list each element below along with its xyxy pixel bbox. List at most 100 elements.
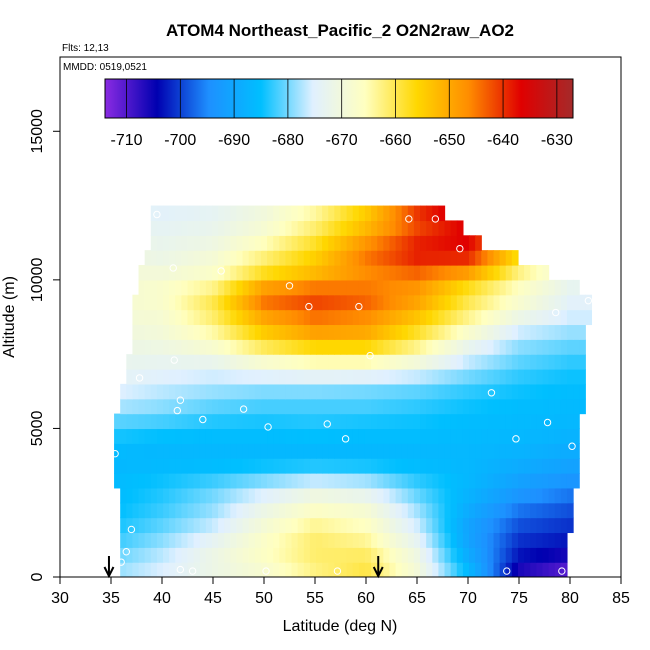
heatmap-cell	[560, 324, 568, 340]
x-tick-label: 55	[306, 590, 324, 607]
heatmap-cell	[199, 265, 207, 281]
heatmap-cell	[120, 458, 127, 474]
heatmap-cell	[150, 562, 158, 577]
heatmap-cell	[187, 265, 195, 281]
heatmap-cell	[169, 265, 176, 281]
heatmap-cell	[395, 443, 403, 459]
heatmap-cell	[456, 294, 464, 311]
heatmap-cell	[493, 443, 501, 459]
heatmap-cell	[426, 487, 433, 504]
heatmap-cell	[279, 265, 287, 281]
heatmap-cell	[303, 473, 311, 489]
heatmap-cell	[499, 250, 507, 266]
heatmap-cell	[328, 250, 335, 266]
heatmap-cell	[144, 324, 152, 340]
heatmap-cell	[242, 428, 250, 444]
heatmap-cell	[224, 428, 231, 444]
heatmap-cell	[132, 487, 140, 504]
heatmap-cell	[358, 413, 366, 430]
heatmap-cell	[383, 428, 391, 444]
heatmap-cell	[285, 339, 293, 355]
heatmap-cell	[181, 547, 189, 563]
heatmap-cell	[169, 339, 176, 355]
heatmap-cell	[199, 205, 207, 222]
heatmap-cell	[340, 413, 348, 430]
heatmap-cell	[346, 339, 354, 355]
heatmap-cell	[248, 279, 256, 296]
heatmap-cell	[548, 398, 556, 415]
heatmap-cell	[475, 369, 482, 385]
heatmap-cell	[297, 428, 305, 444]
heatmap-cell	[181, 354, 189, 370]
heatmap-cell	[413, 473, 421, 489]
heatmap-cell	[530, 354, 537, 370]
heatmap-cell	[316, 205, 323, 222]
heatmap-cell	[358, 383, 366, 400]
heatmap-cell	[309, 473, 317, 489]
heatmap-cell	[297, 324, 305, 340]
heatmap-cell	[144, 339, 152, 355]
heatmap-cell	[579, 324, 586, 340]
sample-points	[111, 210, 593, 575]
heatmap-cell	[218, 250, 225, 266]
heatmap-cell	[426, 532, 433, 548]
heatmap-cell	[254, 532, 262, 548]
heatmap-cell	[309, 517, 317, 534]
heatmap-cell	[150, 547, 158, 563]
heatmap-cell	[163, 487, 170, 504]
heatmap-cell	[499, 294, 507, 311]
heatmap-cell	[297, 413, 305, 430]
heatmap-cell	[163, 354, 170, 370]
heatmap-cell	[462, 324, 470, 340]
heatmap-cell	[279, 413, 287, 430]
heatmap-cell	[309, 383, 317, 400]
heatmap-cell	[395, 547, 403, 563]
heatmap-cell	[524, 532, 531, 548]
heatmap-cell	[346, 309, 354, 326]
heatmap-cell	[505, 473, 513, 489]
heatmap-cell	[530, 532, 537, 548]
heatmap-cell	[401, 383, 409, 400]
heatmap-cell	[548, 369, 556, 385]
heatmap-cell	[536, 428, 544, 444]
heatmap-cell	[383, 294, 391, 311]
heatmap-cell	[389, 413, 397, 430]
heatmap-cell	[193, 265, 201, 281]
heatmap-cell	[163, 547, 170, 563]
heatmap-cell	[554, 324, 562, 340]
heatmap-cell	[554, 473, 562, 489]
heatmap-cell	[285, 473, 293, 489]
heatmap-cell	[297, 309, 305, 326]
heatmap-cell	[371, 279, 378, 296]
heatmap-cell	[242, 265, 250, 281]
heatmap-cell	[175, 265, 182, 281]
heatmap-cell	[395, 235, 403, 251]
heatmap-cell	[150, 383, 158, 400]
heatmap-cell	[530, 517, 537, 534]
heatmap-cell	[511, 443, 519, 459]
heatmap-cell	[309, 205, 317, 222]
heatmap-cell	[260, 398, 268, 415]
heatmap-cell	[487, 413, 495, 430]
heatmap-cell	[377, 532, 384, 548]
heatmap-cell	[224, 279, 231, 296]
heatmap-cell	[432, 309, 440, 326]
heatmap-cell	[511, 547, 519, 563]
heatmap-cell	[426, 294, 433, 311]
heatmap-cell	[383, 369, 391, 385]
heatmap-cell	[389, 220, 397, 236]
heatmap-cell	[420, 294, 427, 311]
heatmap-cell	[309, 547, 317, 563]
heatmap-cell	[493, 339, 501, 355]
heatmap-cell	[169, 383, 176, 400]
heatmap-cell	[524, 413, 531, 430]
heatmap-cell	[420, 398, 427, 415]
heatmap-cell	[389, 235, 397, 251]
heatmap-cell	[407, 547, 415, 563]
sample-point	[568, 442, 576, 450]
heatmap-cell	[536, 369, 544, 385]
heatmap-cell	[542, 443, 550, 459]
heatmap-cell	[389, 532, 397, 548]
heatmap-cell	[383, 473, 391, 489]
heatmap-cell	[475, 443, 482, 459]
